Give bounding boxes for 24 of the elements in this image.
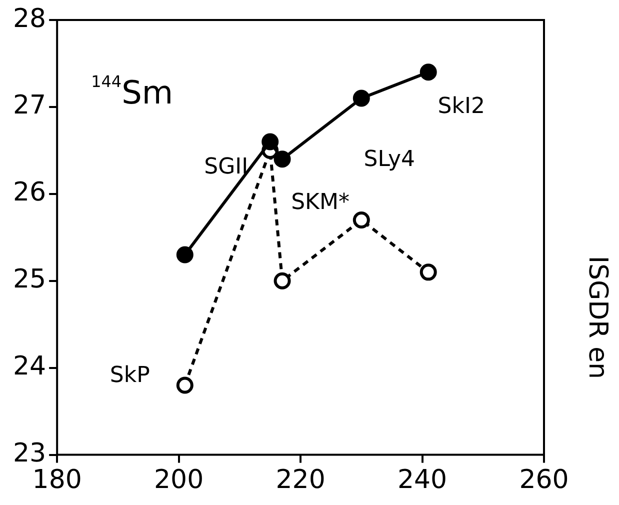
y-tick-label: 26 bbox=[12, 178, 46, 208]
y-tick-label: 24 bbox=[12, 352, 46, 382]
point bbox=[274, 150, 291, 168]
point bbox=[274, 272, 291, 290]
x-tick-label: 260 bbox=[519, 465, 569, 496]
y-tick-label: 27 bbox=[12, 90, 46, 121]
annotation: SkP bbox=[110, 362, 150, 388]
point bbox=[262, 133, 279, 150]
point bbox=[352, 212, 370, 229]
annotation: SLy4 bbox=[364, 146, 416, 172]
y-axis-title: ISGDR en bbox=[582, 256, 612, 379]
x-tick-label: 200 bbox=[154, 465, 204, 496]
point bbox=[352, 90, 370, 107]
annotation: SKM* bbox=[291, 190, 350, 215]
annotation: SkI2 bbox=[438, 94, 485, 119]
y-tick-label: 28 bbox=[12, 4, 46, 34]
x-tick-label: 220 bbox=[276, 465, 326, 496]
annotation: SGII bbox=[204, 154, 248, 180]
point bbox=[420, 64, 437, 81]
x-tick-label: 240 bbox=[397, 465, 448, 496]
point bbox=[420, 264, 437, 281]
y-tick-label: 25 bbox=[12, 264, 46, 295]
point bbox=[176, 376, 194, 394]
point bbox=[176, 246, 194, 264]
